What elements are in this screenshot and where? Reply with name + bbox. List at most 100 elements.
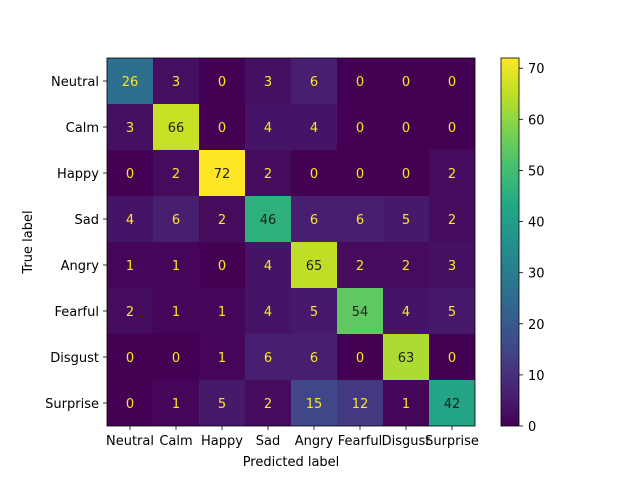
heatmap-cell (337, 334, 383, 380)
heatmap-cell (199, 104, 245, 150)
heatmap-cells (107, 58, 475, 426)
cell-value-label: 6 (310, 213, 318, 228)
x-tick-label: Angry (295, 434, 334, 449)
cell-value-label: 0 (448, 75, 456, 90)
cell-value-label: 66 (168, 121, 185, 136)
heatmap-cell (337, 58, 383, 104)
cell-value-label: 0 (218, 75, 226, 90)
heatmap-cell (383, 58, 429, 104)
y-tick-label: Calm (66, 121, 99, 136)
cell-value-label: 2 (264, 167, 272, 182)
heatmap-cell (337, 104, 383, 150)
cell-value-label: 6 (264, 351, 272, 366)
cell-value-label: 2 (402, 259, 410, 274)
cell-value-label: 26 (122, 75, 139, 90)
heatmap-cell (429, 196, 475, 242)
cell-value-label: 6 (310, 351, 318, 366)
heatmap-cell (337, 380, 383, 426)
cell-value-label: 1 (402, 397, 410, 412)
heatmap-cell (107, 380, 153, 426)
colorbar-tick-label: 0 (528, 420, 536, 435)
heatmap-cell (291, 242, 337, 288)
heatmap-cell (245, 196, 291, 242)
cell-value-label: 4 (402, 305, 410, 320)
cell-value-label: 4 (264, 259, 272, 274)
cell-value-label: 1 (218, 305, 226, 320)
cell-value-label: 46 (260, 213, 277, 228)
heatmap-cell (337, 196, 383, 242)
cell-value-label: 2 (356, 259, 364, 274)
colorbar-tick-label: 60 (528, 113, 545, 128)
heatmap-cell (199, 380, 245, 426)
cell-value-label: 0 (448, 121, 456, 136)
cell-value-label: 0 (310, 167, 318, 182)
heatmap-cell (429, 104, 475, 150)
heatmap-cell (383, 334, 429, 380)
cell-value-label: 42 (444, 397, 461, 412)
heatmap-cell (429, 242, 475, 288)
colorbar-ticks: 0 10 20 30 40 50 60 70 (519, 62, 545, 435)
heatmap-cell (383, 242, 429, 288)
heatmap-cell (153, 380, 199, 426)
cell-value-label: 2 (126, 305, 134, 320)
cell-value-label: 2 (172, 167, 180, 182)
cell-value-label: 1 (218, 351, 226, 366)
heatmap-cell (245, 334, 291, 380)
cell-value-label: 0 (126, 351, 134, 366)
heatmap-cell (245, 380, 291, 426)
heatmap-cell (291, 58, 337, 104)
heatmap-cell (337, 242, 383, 288)
heatmap-cell (199, 288, 245, 334)
cell-value-label: 3 (264, 75, 272, 90)
heatmap-cell (107, 288, 153, 334)
x-axis-label: Predicted label (243, 455, 340, 470)
heatmap-cell (153, 288, 199, 334)
cell-value-label: 4 (310, 121, 318, 136)
heatmap-cell (429, 150, 475, 196)
cell-value-label: 0 (356, 167, 364, 182)
heatmap-cell (291, 334, 337, 380)
heatmap-cell (383, 196, 429, 242)
cell-value-label: 54 (352, 305, 369, 320)
cell-value-label: 0 (356, 351, 364, 366)
heatmap-cell (245, 58, 291, 104)
heatmap-cell (153, 104, 199, 150)
heatmap-cell (107, 196, 153, 242)
heatmap-cell (429, 380, 475, 426)
cell-value-label: 2 (264, 397, 272, 412)
y-tick-label: Happy (57, 167, 99, 182)
x-tick-label: Surprise (425, 434, 479, 449)
heatmap-cell (245, 242, 291, 288)
heatmap-cell (245, 288, 291, 334)
y-axis-ticks: Neutral Calm Happy Sad Angry Fearful Disgust Su… (45, 75, 107, 412)
heatmap-cell (337, 150, 383, 196)
heatmap-cell (291, 150, 337, 196)
heatmap-cell (383, 288, 429, 334)
cell-value-label: 72 (214, 167, 231, 182)
colorbar-tick-label: 10 (528, 369, 545, 384)
heatmap-cell (245, 104, 291, 150)
heatmap-cell (107, 104, 153, 150)
heatmap-cell (429, 288, 475, 334)
heatmap-cell (383, 104, 429, 150)
cell-value-label: 65 (306, 259, 323, 274)
heatmap-cell (199, 334, 245, 380)
y-tick-label: Surprise (45, 397, 99, 412)
heatmap-cell-labels: 26 3 0 3 6 0 0 03 66 0 4 4 0 0 00 2 72 2 0 0 0 24 6 2 46 6 6 5 21 1 0 4… (122, 75, 461, 412)
cell-value-label: 0 (356, 75, 364, 90)
y-tick-label: Neutral (51, 75, 99, 90)
heatmap-cell (291, 196, 337, 242)
cell-value-label: 0 (218, 259, 226, 274)
cell-value-label: 3 (172, 75, 180, 90)
cell-value-label: 5 (218, 397, 226, 412)
heatmap-cell (383, 150, 429, 196)
colorbar-tick-label: 30 (528, 267, 545, 282)
x-tick-label: Fearful (338, 434, 383, 449)
colorbar-tick-label: 40 (528, 216, 545, 231)
heatmap-cell (153, 242, 199, 288)
x-tick-label: Neutral (106, 434, 154, 449)
cell-value-label: 6 (356, 213, 364, 228)
cell-value-label: 5 (402, 213, 410, 228)
colorbar-tick-label: 20 (528, 318, 545, 333)
heatmap-cell (383, 380, 429, 426)
